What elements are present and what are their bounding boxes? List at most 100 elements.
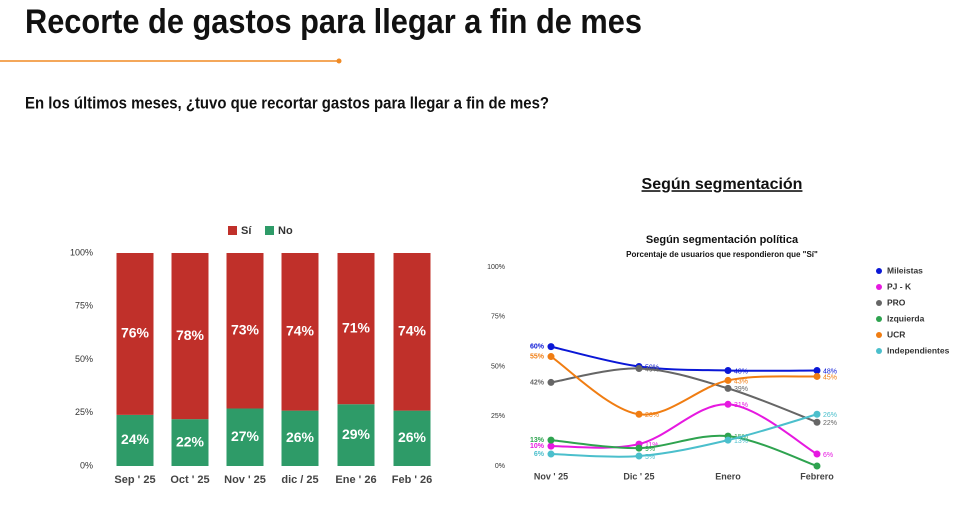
x-tick-label: Sep ' 25 <box>114 474 155 486</box>
data-label: 45% <box>823 374 837 381</box>
bar-segment <box>171 419 209 466</box>
bar-segment <box>337 253 375 405</box>
bar-segment <box>393 253 431 411</box>
legend-swatch <box>265 226 274 235</box>
y-tick-label: 50% <box>491 363 505 370</box>
y-tick-label: 25% <box>75 407 93 417</box>
point <box>547 436 555 444</box>
data-label: 60% <box>530 343 545 350</box>
bar-segment <box>281 410 319 466</box>
point <box>635 444 643 452</box>
chart-title: Según segmentación política <box>646 234 799 246</box>
x-tick-label: Enero <box>715 471 741 481</box>
bar-segment <box>116 414 154 466</box>
point <box>547 378 555 386</box>
legend-swatch <box>228 226 237 235</box>
data-label: 5% <box>645 454 655 461</box>
point <box>547 442 555 450</box>
legend-label: No <box>278 225 293 237</box>
legend-label: Sí <box>241 225 252 237</box>
data-label: 13% <box>734 438 748 445</box>
series-line <box>550 413 818 458</box>
data-label: 74% <box>398 323 427 339</box>
data-label: 43% <box>734 378 748 385</box>
y-tick-label: 50% <box>75 354 93 364</box>
data-label: 48% <box>734 368 748 375</box>
point <box>813 366 821 374</box>
legend-label: PJ - K <box>887 281 912 291</box>
point <box>635 364 643 372</box>
legend-marker <box>876 332 882 338</box>
point <box>813 418 821 426</box>
data-label: 73% <box>231 321 260 337</box>
data-label: 6% <box>534 451 545 458</box>
point <box>724 436 732 444</box>
data-label: 31% <box>734 402 748 409</box>
y-tick-label: 100% <box>487 264 505 271</box>
y-tick-label: 75% <box>75 301 93 311</box>
legend-label: Mileistas <box>887 265 923 275</box>
page-title: Recorte de gastos para llegar a fin de m… <box>25 3 642 41</box>
x-tick-label: Oct ' 25 <box>170 474 209 486</box>
data-label: 26% <box>398 429 427 445</box>
x-tick-label: Ene ' 26 <box>335 474 376 486</box>
data-label: 26% <box>823 412 837 419</box>
data-label: 29% <box>342 426 371 442</box>
point <box>724 384 732 392</box>
page-subtitle: En los últimos meses, ¿tuvo que recortar… <box>25 93 549 112</box>
y-tick-label: 0% <box>495 463 505 470</box>
data-label: 78% <box>176 327 205 343</box>
x-tick-label: dic / 25 <box>281 474 318 486</box>
data-label: 39% <box>734 386 748 393</box>
y-tick-label: 100% <box>70 247 93 257</box>
data-label: 11% <box>645 442 659 449</box>
y-tick-label: 75% <box>491 314 505 321</box>
x-tick-label: Nov ' 25 <box>534 471 568 481</box>
point <box>635 410 643 418</box>
legend-marker <box>876 300 882 306</box>
point <box>813 462 821 470</box>
data-label: 22% <box>176 433 205 449</box>
legend-marker <box>876 348 882 354</box>
data-label: 10% <box>530 443 545 450</box>
data-label: 76% <box>121 325 150 341</box>
series-line <box>550 367 818 424</box>
series-line <box>550 403 818 455</box>
series-line <box>550 434 818 467</box>
y-tick-label: 0% <box>80 460 93 470</box>
data-label: 6% <box>823 452 833 459</box>
point <box>813 410 821 418</box>
data-label: 74% <box>286 323 315 339</box>
point <box>547 450 555 458</box>
bar-segment <box>226 408 264 466</box>
data-label: 26% <box>286 429 315 445</box>
y-tick-label: 25% <box>491 413 505 420</box>
data-label: 50% <box>645 364 659 371</box>
point <box>724 400 732 408</box>
point <box>547 353 555 361</box>
series-line <box>550 355 818 416</box>
data-label: 42% <box>530 379 545 386</box>
data-label: 22% <box>823 420 837 427</box>
section-heading: Según segmentación <box>642 176 803 193</box>
point <box>724 366 732 374</box>
title-rule-dot <box>336 58 342 64</box>
data-label: 9% <box>645 446 655 453</box>
data-label: 48% <box>823 368 837 375</box>
legend-marker <box>876 268 882 274</box>
bar-segment <box>116 253 154 415</box>
data-label: 49% <box>645 366 659 373</box>
bar-segment <box>171 253 209 420</box>
x-tick-label: Dic ' 25 <box>623 471 654 481</box>
point <box>724 376 732 384</box>
chart-subtitle: Porcentaje de usuarios que respondieron … <box>626 250 818 259</box>
data-label: 27% <box>231 428 260 444</box>
legend-label: Independientes <box>887 345 950 355</box>
series-line <box>550 345 818 372</box>
point <box>813 450 821 458</box>
point <box>813 372 821 380</box>
bar-segment <box>281 253 319 411</box>
bar-segment <box>337 404 375 466</box>
legend-label: UCR <box>887 329 905 339</box>
